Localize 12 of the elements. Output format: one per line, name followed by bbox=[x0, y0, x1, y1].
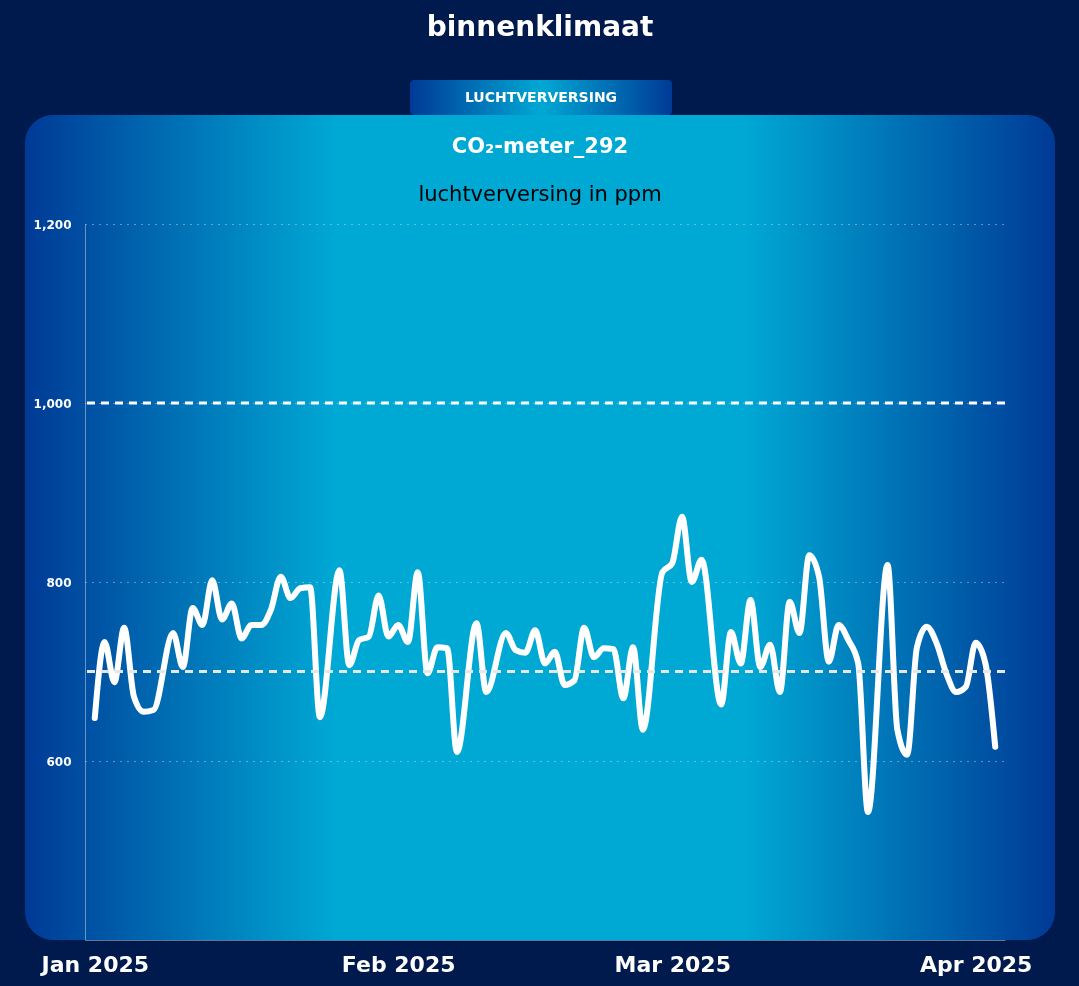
y-tick-label: 1,000 bbox=[33, 396, 72, 411]
x-tick-label: Mar 2025 bbox=[614, 951, 731, 977]
y-tick-label: 800 bbox=[46, 575, 72, 590]
y-tick-label: 600 bbox=[46, 754, 72, 769]
chart-subtitle: CO₂-meter_292 bbox=[451, 134, 629, 158]
chart-title: binnenklimaat bbox=[426, 10, 654, 43]
y-axis-title: luchtverversing in ppm bbox=[418, 182, 662, 206]
text: LUCHTVERVERSING bbox=[464, 89, 618, 105]
y-tick-label: 1,200 bbox=[33, 217, 72, 232]
x-tick-label: Jan 2025 bbox=[39, 951, 150, 977]
x-tick-label: Apr 2025 bbox=[919, 951, 1033, 977]
x-tick-label: Feb 2025 bbox=[341, 951, 456, 977]
